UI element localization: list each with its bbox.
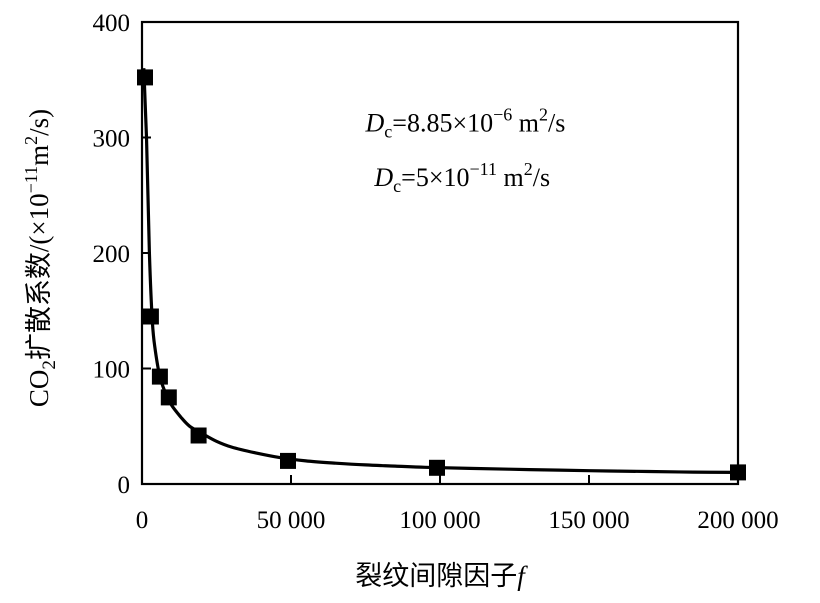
ticks-layer — [141, 21, 739, 485]
annotation-dc-1: Dc=8.85×10−6 m2/s — [365, 105, 566, 142]
x-axis-title: 裂纹间隙因子f — [355, 561, 528, 591]
y-title-co: CO — [24, 370, 54, 408]
y-tick-label: 100 — [93, 357, 131, 384]
x-tick-label: 150 000 — [548, 507, 629, 534]
x-tick-label: 0 — [136, 507, 149, 534]
y-title-m: m — [24, 145, 54, 166]
x-axis-title-main: 裂纹间隙因子 — [355, 561, 517, 591]
x-tick-label: 50 000 — [257, 507, 326, 534]
data-point — [160, 389, 177, 406]
y-tick-label: 300 — [93, 126, 131, 153]
data-point — [151, 368, 168, 385]
annot-2-unit-exp: 2 — [524, 159, 533, 179]
annot-2-sub: c — [393, 176, 401, 196]
y-title-sub: 2 — [39, 360, 60, 370]
x-tick-label: 200 000 — [697, 507, 778, 534]
data-point — [280, 452, 296, 469]
y-title-m-exp: 2 — [21, 136, 41, 145]
y-tick-labels: 0 100 200 300 400 — [93, 10, 131, 499]
annotation-dc-2: Dc=5×10−11 m2/s — [373, 159, 550, 196]
annot-2-d: D — [373, 163, 393, 192]
annot-2-exp: −11 — [470, 159, 497, 179]
y-title-open: /(×10 — [24, 193, 54, 252]
y-tick-label: 400 — [93, 10, 131, 37]
data-point — [137, 69, 153, 86]
annot-1-d: D — [365, 109, 385, 138]
annot-2-eq: =5×10 — [401, 163, 469, 192]
annot-1-unit-exp: 2 — [539, 105, 548, 125]
annot-1-tail: /s — [548, 109, 565, 138]
x-tick-label: 100 000 — [399, 507, 480, 534]
annot-1-sub: c — [384, 122, 392, 142]
fit-curve — [142, 68, 739, 474]
annot-1-exp: −6 — [493, 105, 512, 125]
data-point — [142, 308, 159, 325]
y-tick-label: 0 — [118, 472, 131, 499]
y-title-close: /s) — [24, 109, 54, 136]
y-axis-title: CO2扩散系数/(×10−11m2/s) — [21, 109, 60, 407]
y-title-exp: −11 — [21, 166, 41, 193]
annot-1-unit: m — [512, 109, 539, 138]
annot-2-tail: /s — [533, 163, 550, 192]
data-point — [429, 459, 445, 476]
annot-1-eq: =8.85×10 — [392, 109, 493, 138]
annot-2-unit: m — [497, 163, 524, 192]
data-point — [190, 427, 207, 444]
plot-frame — [140, 20, 740, 486]
y-tick-label: 200 — [93, 241, 131, 268]
x-tick-labels: 0 50 000 100 000 150 000 200 000 — [136, 507, 779, 534]
x-axis-title-var: f — [517, 561, 528, 591]
y-title-cn: 扩散系数 — [24, 252, 54, 360]
